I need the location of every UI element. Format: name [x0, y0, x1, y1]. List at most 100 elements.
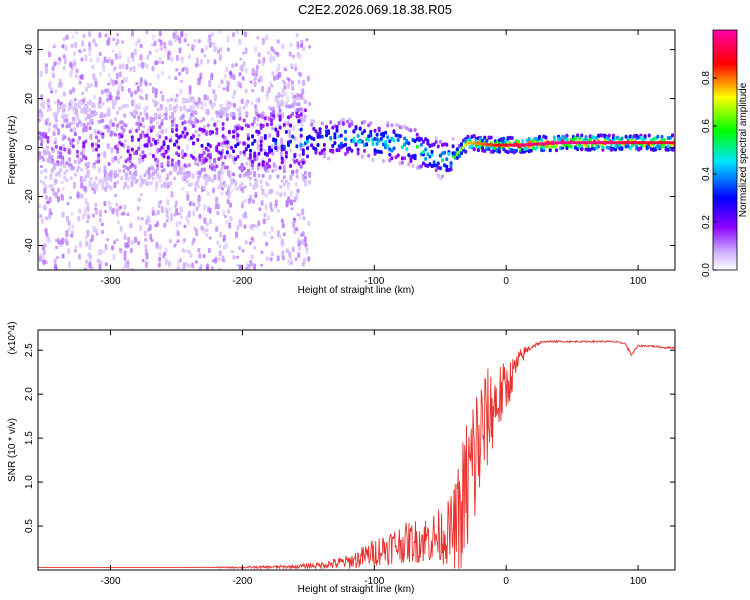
spectrogram-cell	[379, 150, 383, 155]
spectrogram-cell	[403, 136, 407, 141]
spectrogram-noise-cell	[43, 259, 47, 265]
spectrogram-noise-cell	[295, 227, 299, 232]
spectrogram-ridge-cell	[491, 143, 494, 147]
spectrogram-cell	[225, 140, 229, 145]
spectrogram-cell	[274, 97, 278, 102]
spectrogram-noise-cell	[197, 247, 201, 253]
spectrogram-noise-cell	[139, 43, 143, 49]
spectrogram-cell	[293, 152, 297, 157]
spectrogram-cell	[160, 162, 164, 167]
spectrogram-noise-cell	[162, 253, 166, 259]
spectrogram-cell	[325, 125, 328, 129]
spectrogram-cell	[289, 114, 293, 119]
spectrogram-cell	[202, 128, 206, 133]
spectrogram-noise-cell	[85, 240, 89, 247]
spectrogram-ridge-cell	[550, 141, 553, 145]
spectrogram-cell	[120, 125, 124, 130]
spectrogram-noise-cell	[104, 243, 108, 250]
spectrogram-cell	[156, 101, 160, 106]
spectrogram-cell	[295, 158, 299, 163]
spectrogram-noise-cell	[53, 62, 57, 67]
spectrogram-noise-cell	[288, 51, 292, 57]
spectrogram-cell	[240, 163, 244, 168]
spectrogram-noise-cell	[56, 256, 59, 260]
spectrogram-noise-cell	[185, 261, 188, 267]
spectrogram-noise-cell	[95, 208, 99, 215]
spectrogram-noise-cell	[167, 53, 171, 61]
spectrogram-cell	[276, 130, 280, 135]
spectrogram-cell	[61, 106, 65, 111]
spectrogram-noise-cell	[137, 38, 141, 43]
spectrogram-cell	[297, 161, 301, 166]
spectrogram-cell	[548, 148, 552, 153]
spectrogram-noise-cell	[208, 99, 212, 105]
spectrogram-noise-cell	[254, 191, 258, 199]
spectrogram-cell	[149, 142, 153, 147]
snr-y-tick-label: 2.5	[24, 343, 35, 357]
spectrogram-cell	[147, 167, 151, 172]
spectrogram-cell	[236, 133, 240, 138]
spectrogram-cell	[255, 98, 259, 103]
spectrogram-noise-cell	[103, 200, 107, 207]
spectrogram-noise-cell	[244, 240, 248, 245]
spectrogram-cell	[101, 134, 105, 139]
spectrogram-noise-cell	[269, 257, 273, 262]
spectrogram-cell	[78, 104, 82, 109]
spectrogram-noise-cell	[39, 179, 43, 183]
spectrogram-noise-cell	[239, 57, 243, 61]
spectrogram-noise-cell	[215, 226, 219, 232]
spectrogram-cell	[396, 138, 400, 142]
spectrogram-noise-cell	[164, 207, 168, 213]
spectrogram-noise-cell	[106, 238, 110, 242]
spectrogram-noise-cell	[257, 59, 261, 65]
spectrogram-noise-cell	[119, 225, 123, 232]
spectrogram-cell	[61, 155, 65, 160]
spectrogram-cell	[282, 169, 286, 174]
spectrogram-cell	[578, 135, 582, 140]
spectrogram-cell	[392, 130, 396, 135]
spectrogram-cell	[438, 153, 442, 158]
spectrogram-cell	[213, 167, 217, 172]
spectrogram-cell	[436, 144, 440, 149]
spectrogram-noise-cell	[47, 236, 51, 244]
spectrogram-noise-cell	[239, 84, 243, 89]
spectrogram-y-tick-label: 40	[24, 44, 35, 56]
spectrogram-noise-cell	[203, 53, 207, 58]
spectrogram-cell	[124, 172, 128, 177]
spectrogram-cell	[306, 139, 309, 144]
spectrogram-noise-cell	[292, 221, 296, 228]
spectrogram-y-tick-label: -40	[24, 238, 35, 253]
spectrogram-noise-cell	[102, 65, 106, 73]
spectrogram-cell	[185, 179, 189, 184]
spectrogram-cell	[436, 161, 440, 166]
spectrogram-cell	[38, 156, 41, 161]
spectrogram-noise-cell	[45, 67, 48, 74]
spectrogram-cell	[426, 152, 430, 157]
spectrogram-cell	[438, 166, 442, 171]
spectrogram-cell	[88, 180, 92, 185]
spectrogram-cell	[156, 159, 160, 164]
spectrogram-cell	[257, 113, 261, 118]
spectrogram-cell	[84, 139, 88, 144]
spectrogram-noise-cell	[302, 257, 306, 265]
spectrogram-cell	[128, 170, 132, 175]
spectrogram-cell	[71, 116, 75, 121]
spectrogram-noise-cell	[102, 249, 106, 254]
spectrogram-cell	[67, 124, 71, 129]
spectrogram-noise-cell	[124, 139, 127, 143]
spectrogram-cell	[211, 130, 214, 135]
spectrogram-cell	[407, 141, 411, 146]
spectrogram-noise-cell	[256, 122, 259, 127]
spectrogram-noise-cell	[39, 165, 43, 169]
spectrogram-noise-cell	[154, 88, 158, 95]
spectrogram-noise-cell	[106, 143, 110, 149]
spectrogram-noise-cell	[130, 240, 134, 246]
spectrogram-cell	[101, 182, 105, 187]
spectrogram-noise-cell	[73, 61, 77, 68]
spectrogram-noise-cell	[253, 170, 257, 178]
spectrogram-cell	[284, 154, 288, 159]
spectrogram-cell	[164, 136, 168, 141]
spectrogram-cell	[46, 136, 50, 140]
spectrogram-noise-cell	[119, 155, 123, 159]
spectrogram-cell	[67, 150, 71, 155]
